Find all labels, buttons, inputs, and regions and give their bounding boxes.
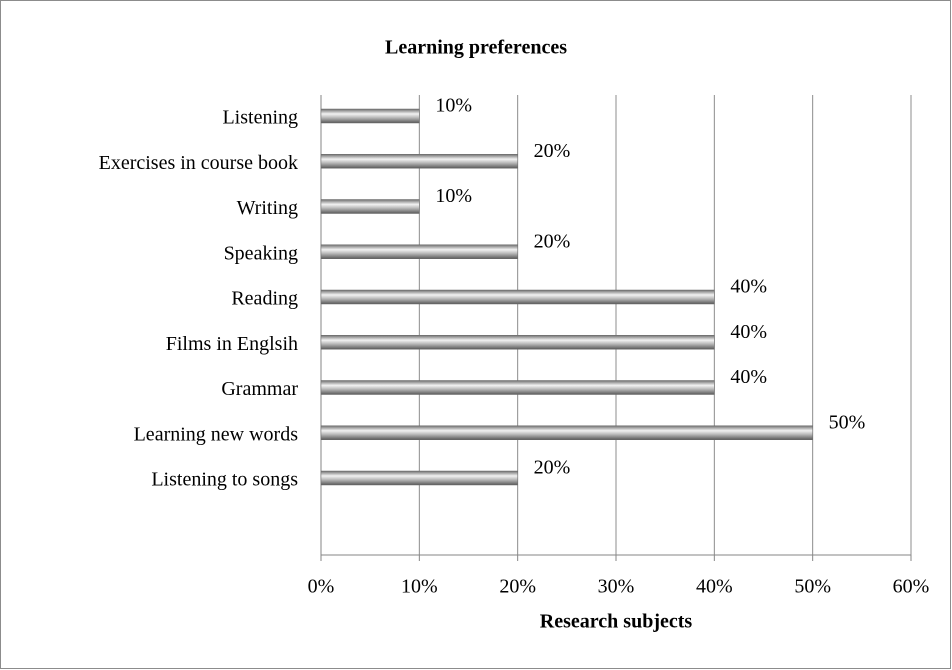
bar <box>320 199 420 214</box>
chart-title: Learning preferences <box>385 37 567 59</box>
bar <box>320 470 518 486</box>
x-tick-label: 30% <box>598 576 635 598</box>
x-tick-label: 0% <box>308 576 335 598</box>
data-label: 50% <box>829 411 866 433</box>
bar <box>320 335 715 350</box>
x-tick-label: 60% <box>893 576 930 598</box>
bar <box>320 289 715 305</box>
y-tick-label: Reading <box>231 288 298 310</box>
y-tick-label: Grammar <box>221 378 298 400</box>
data-label: 40% <box>730 366 767 388</box>
x-tick-label: 50% <box>794 576 831 598</box>
y-tick-label: Listening to songs <box>151 469 298 491</box>
y-tick-label: Films in Englsih <box>166 333 298 355</box>
data-label: 40% <box>730 276 767 298</box>
data-label: 40% <box>730 321 767 343</box>
y-tick-label: Exercises in course book <box>99 152 298 174</box>
y-tick-label: Speaking <box>224 242 298 264</box>
bar <box>320 108 420 124</box>
data-label: 20% <box>534 140 571 162</box>
bar <box>320 244 518 259</box>
x-axis-label: Research subjects <box>540 611 693 633</box>
y-tick-label: Listening <box>222 107 298 129</box>
data-label: 20% <box>534 457 571 479</box>
data-label: 10% <box>435 185 472 207</box>
data-label: 20% <box>534 230 571 252</box>
y-tick-label: Writing <box>237 197 298 219</box>
bar <box>320 425 813 440</box>
y-tick-label: Learning new words <box>134 423 299 445</box>
x-tick-label: 20% <box>499 576 536 598</box>
x-tick-label: 40% <box>696 576 733 598</box>
bar <box>320 154 518 169</box>
x-tick-label: 10% <box>401 576 438 598</box>
data-label: 10% <box>435 95 472 117</box>
bar <box>320 380 715 395</box>
